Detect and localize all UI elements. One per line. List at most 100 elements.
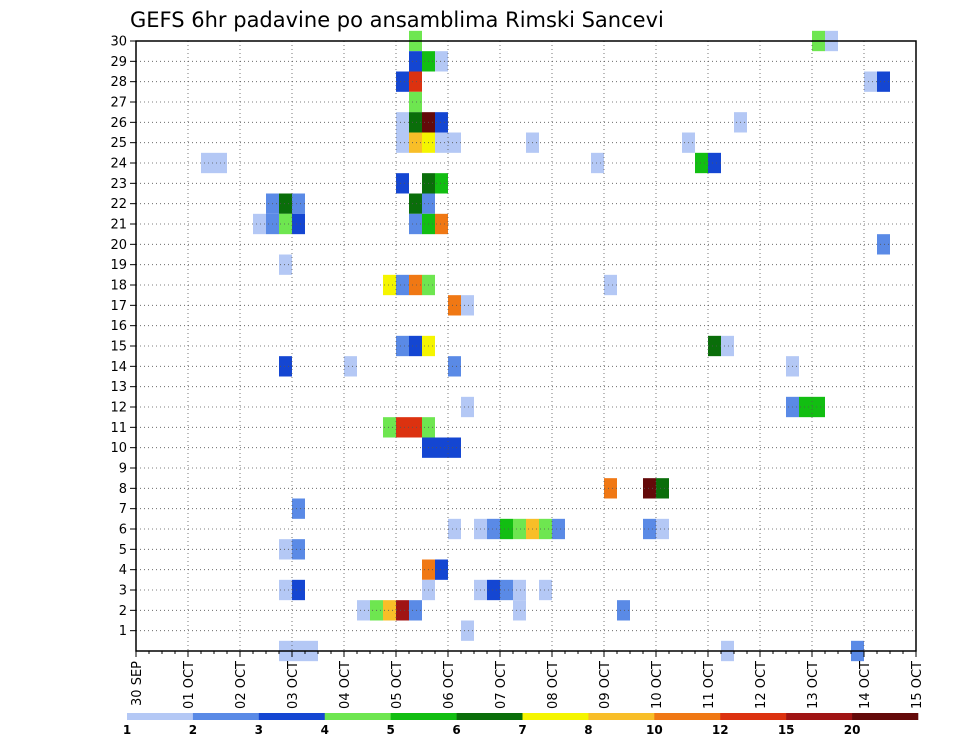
precip-cell: [292, 213, 305, 235]
x-tick-label: 30 SEP: [130, 661, 145, 706]
precip-cell: [292, 579, 305, 601]
y-tick-label: 22: [110, 197, 127, 212]
y-tick-label: 25: [110, 136, 127, 151]
precip-cell: [864, 71, 877, 92]
precip-cell: [357, 600, 370, 621]
x-tick-label: 11 OCT: [702, 661, 717, 709]
x-axis: 30 SEP 01 OCT 02 OCT 03 OCT 04 OCT 05 OCT 06 O…: [130, 651, 925, 709]
precip-cell: [409, 417, 422, 438]
colorbar-label: 10: [646, 723, 663, 737]
precip-cell: [461, 620, 474, 641]
precip-cell: [656, 518, 669, 540]
y-tick-label: 18: [110, 279, 127, 294]
cells-layer: [201, 30, 890, 662]
y-tick-label: 8: [119, 482, 127, 497]
precip-cell: [292, 539, 305, 560]
precip-cell: [409, 112, 422, 133]
precip-cell: [643, 478, 656, 499]
y-tick-label: 3: [119, 584, 127, 599]
y-tick-label: 24: [110, 157, 127, 172]
precip-cell: [409, 335, 422, 357]
colorbar-swatch: [127, 713, 194, 720]
y-tick-label: 4: [119, 563, 127, 578]
precip-cell: [617, 600, 630, 621]
y-tick-label: 27: [110, 96, 127, 111]
colorbar-swatch: [654, 713, 721, 720]
precip-cell: [721, 335, 734, 357]
precip-cell: [396, 71, 409, 92]
precip-cell: [435, 132, 448, 153]
y-axis: 1234567891011121314151617181920212223242…: [110, 35, 136, 639]
precip-cell: [396, 173, 409, 194]
precip-cell: [435, 437, 448, 458]
precip-cell: [409, 213, 422, 235]
y-tick-label: 26: [110, 116, 127, 131]
x-tick-label: 05 OCT: [390, 661, 405, 709]
x-tick-label: 04 OCT: [338, 661, 353, 709]
precip-cell: [383, 274, 396, 296]
precip-cell: [292, 193, 305, 214]
y-tick-label: 19: [110, 258, 127, 273]
precip-cell: [409, 91, 422, 113]
precip-cell: [435, 559, 448, 580]
precip-cell: [552, 518, 565, 540]
y-tick-label: 12: [110, 401, 127, 416]
precip-cell: [201, 152, 214, 174]
colorbar-swatch: [720, 713, 787, 720]
precip-cell: [409, 274, 422, 296]
y-tick-label: 13: [110, 380, 127, 395]
colorbar-label: 3: [255, 723, 263, 737]
colorbar-swatch: [192, 713, 260, 720]
y-tick-label: 28: [110, 75, 127, 90]
precip-cell: [513, 579, 526, 601]
colorbar-swatch: [456, 713, 523, 720]
precip-cell: [656, 478, 669, 499]
precip-cell: [448, 518, 461, 540]
precip-cell: [643, 518, 656, 540]
colorbar-label: 15: [778, 723, 795, 737]
colorbar-swatch: [258, 713, 326, 720]
y-tick-label: 10: [110, 441, 127, 456]
y-tick-label: 21: [110, 218, 127, 233]
y-tick-label: 7: [119, 502, 127, 517]
colorbar-swatch: [324, 713, 391, 720]
x-tick-label: 10 OCT: [650, 661, 665, 709]
precip-cell: [591, 152, 604, 174]
precip-cell: [448, 295, 461, 316]
precip-cell: [877, 71, 890, 92]
colorbar-label: 5: [386, 723, 394, 737]
colorbar-swatch: [522, 713, 589, 720]
precip-cell: [448, 132, 461, 153]
precip-cell: [604, 274, 617, 296]
y-tick-label: 1: [119, 624, 127, 639]
y-tick-label: 5: [119, 543, 127, 558]
precip-cell: [877, 234, 890, 255]
x-tick-label: 08 OCT: [546, 661, 561, 709]
colorbar-label: 12: [712, 723, 729, 737]
precip-cell: [409, 193, 422, 214]
colorbar-swatch: [390, 713, 457, 720]
precip-cell: [461, 295, 474, 316]
precip-cell: [383, 417, 396, 438]
precip-cell: [396, 335, 409, 357]
precip-cell: [812, 396, 825, 418]
chart-title: GEFS 6hr padavine po ansamblima Rimski S…: [130, 8, 664, 32]
precip-cell: [409, 132, 422, 153]
precip-cell: [435, 51, 448, 72]
y-tick-label: 11: [110, 421, 127, 436]
colorbar-label: 6: [452, 723, 460, 737]
y-tick-label: 23: [110, 177, 127, 192]
precip-cell: [409, 71, 422, 92]
x-tick-label: 12 OCT: [754, 661, 769, 709]
x-tick-label: 07 OCT: [494, 661, 509, 709]
colorbar-label: 1: [123, 723, 131, 737]
y-tick-label: 2: [119, 604, 127, 619]
precip-cell: [279, 579, 292, 601]
precip-cell: [513, 600, 526, 621]
precip-cell: [708, 152, 721, 174]
precip-cell: [708, 335, 721, 357]
precip-cell: [539, 579, 552, 601]
precip-cell: [435, 213, 448, 235]
precip-cell: [344, 356, 357, 377]
